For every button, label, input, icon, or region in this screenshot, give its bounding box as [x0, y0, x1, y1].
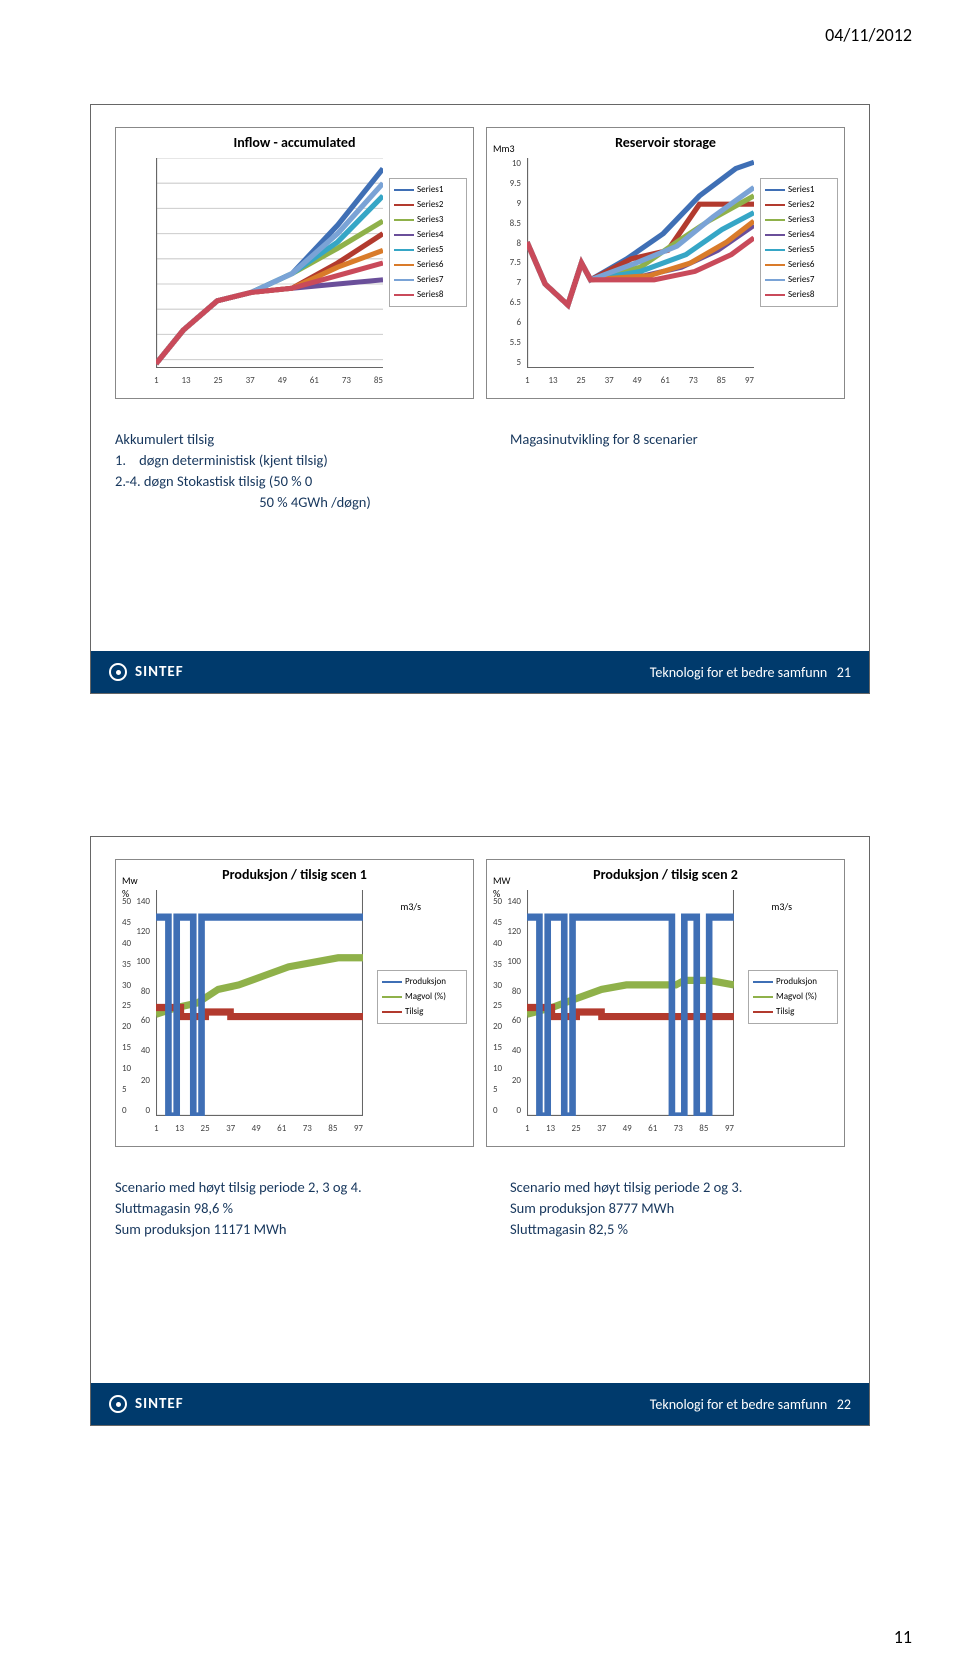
x-axis: 11325374961738597	[154, 1123, 363, 1134]
sintef-tagline: Teknologi for et bedre samfunn 21	[650, 664, 851, 681]
slide-22: Produksjon / tilsig scen 1 Mw% m3/s	[90, 836, 870, 1426]
legend: Series1Series2Series3Series4Series5Serie…	[760, 178, 838, 307]
chart-plot	[156, 158, 383, 368]
page-number: 11	[894, 1626, 912, 1648]
y2-unit: m3/s	[771, 900, 792, 913]
chart-plot	[527, 890, 734, 1116]
chart-scen1: Produksjon / tilsig scen 1 Mw% m3/s	[115, 859, 474, 1147]
chart-row: Produksjon / tilsig scen 1 Mw% m3/s	[115, 859, 845, 1147]
legend: ProduksjonMagvol (%)Tilsig	[377, 970, 467, 1024]
legend: ProduksjonMagvol (%)Tilsig	[748, 970, 838, 1024]
slide-content: Produksjon / tilsig scen 1 Mw% m3/s	[91, 837, 869, 1385]
page-date: 04/11/2012	[825, 24, 912, 46]
chart-plot	[156, 890, 363, 1116]
sintef-footer: SINTEF Teknologi for et bedre samfunn 21	[91, 651, 869, 693]
y-axis-right: 50454035302520151050	[493, 896, 519, 1116]
chart-title: Produksjon / tilsig scen 1	[116, 866, 473, 883]
x-axis: 11325374961738597	[525, 375, 754, 386]
chart-inflow: Inflow - accumulated	[115, 127, 474, 399]
slide-notes: Akkumulert tilsig1. døgn deterministisk …	[115, 429, 845, 513]
x-axis: 113253749617385	[154, 375, 383, 386]
sintef-tagline: Teknologi for et bedre samfunn 22	[650, 1396, 851, 1413]
notes-left: Scenario med høyt tilsig periode 2, 3 og…	[115, 1177, 450, 1240]
slide-21: Inflow - accumulated	[90, 104, 870, 694]
chart-plot	[527, 158, 754, 368]
notes-right: Scenario med høyt tilsig periode 2 og 3.…	[510, 1177, 845, 1240]
chart-reservoir: Reservoir storage Mm3	[486, 127, 845, 399]
y2-unit: m3/s	[400, 900, 421, 913]
sintef-brand: SINTEF	[135, 663, 184, 681]
sintef-logo: SINTEF	[109, 663, 184, 681]
slide-notes: Scenario med høyt tilsig periode 2, 3 og…	[115, 1177, 845, 1240]
legend: Series1Series2Series3Series4Series5Serie…	[389, 178, 467, 307]
sintef-icon	[109, 1395, 127, 1413]
notes-left: Akkumulert tilsig1. døgn deterministisk …	[115, 429, 450, 513]
sintef-footer: SINTEF Teknologi for et bedre samfunn 22	[91, 1383, 869, 1425]
chart-title: Produksjon / tilsig scen 2	[487, 866, 844, 883]
notes-right: Magasinutvikling for 8 scenarier	[510, 429, 845, 513]
sintef-logo: SINTEF	[109, 1395, 184, 1413]
y-axis: 109.598.587.576.565.55	[493, 158, 521, 368]
chart-title: Reservoir storage	[487, 134, 844, 151]
sintef-icon	[109, 663, 127, 681]
y-unit: Mm3	[493, 142, 515, 155]
chart-title: Inflow - accumulated	[116, 134, 473, 151]
notes-right-title: Magasinutvikling for 8 scenarier	[510, 429, 845, 450]
chart-scen2: Produksjon / tilsig scen 2 MW% m3/s	[486, 859, 845, 1147]
sintef-brand: SINTEF	[135, 1395, 184, 1413]
y-axis-right: 50454035302520151050	[122, 896, 148, 1116]
x-axis: 11325374961738597	[525, 1123, 734, 1134]
slide-content: Inflow - accumulated	[91, 105, 869, 653]
chart-row: Inflow - accumulated	[115, 127, 845, 399]
